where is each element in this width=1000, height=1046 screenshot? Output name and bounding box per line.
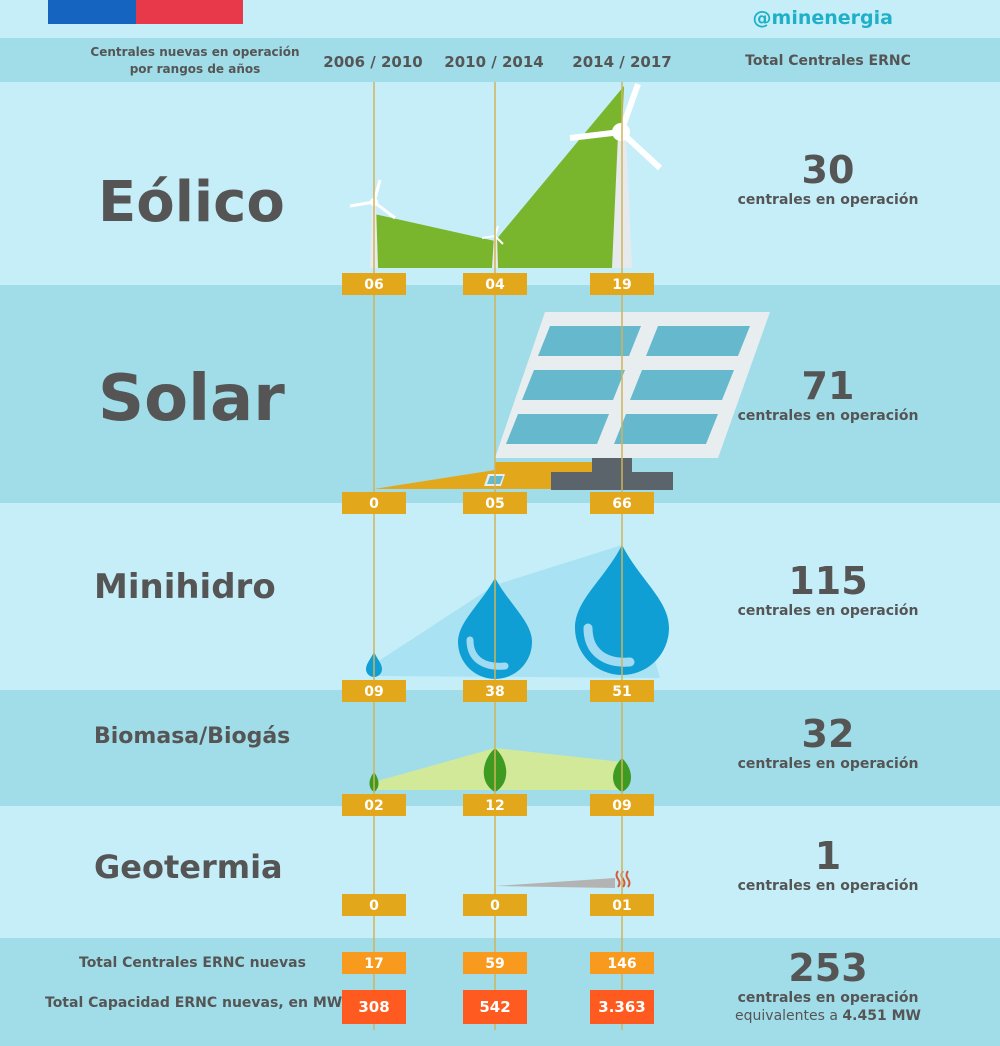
total-capacity-2-box [590, 990, 654, 1024]
water-drop-highlight [466, 636, 509, 670]
value-2-2-box [590, 680, 654, 702]
value-3-0-label: 02 [364, 798, 383, 814]
flag-red-stripe [136, 0, 243, 24]
category-label-biomasa: Biomasa/Biogás [94, 724, 291, 749]
total-value: 115 [788, 559, 868, 603]
value-4-0-label: 0 [369, 898, 379, 914]
total-value: 32 [801, 712, 855, 756]
value-4-0-box [342, 894, 406, 916]
value-2-2-label: 51 [612, 684, 631, 700]
total-capacity-label: Total Capacidad ERNC nuevas, en MW [45, 995, 343, 1011]
total-header: Total Centrales ERNC [745, 53, 911, 69]
equivalent-value: 4.451 MW [842, 1008, 921, 1024]
grand-total-caption: centrales en operación [737, 990, 919, 1006]
social-handle[interactable]: @minenergia [752, 7, 893, 29]
total-caption: centrales en operación [737, 192, 919, 208]
total-new-0-label: 17 [364, 956, 383, 972]
total-eolico: 30 centrales en operación [718, 150, 938, 210]
value-0-0-label: 06 [364, 277, 383, 293]
solar-panel-base [551, 472, 673, 490]
value-2-1-box [463, 680, 527, 702]
total-capacity-0-label: 308 [358, 998, 389, 1016]
category-label-minihidro: Minihidro [94, 567, 276, 607]
total-caption: centrales en operación [737, 408, 919, 424]
total-new-1-box [463, 952, 527, 974]
category-label-eolico: Eólico [98, 170, 285, 235]
value-1-1-label: 05 [485, 496, 504, 512]
eolico-area [374, 86, 624, 268]
value-1-0-label: 0 [369, 496, 379, 512]
total-caption: centrales en operación [737, 756, 919, 772]
total-value: 71 [801, 364, 855, 408]
total-capacity-0-box [342, 990, 406, 1024]
equivalent-prefix: equivalentes a [735, 1008, 838, 1024]
total-solar: 71 centrales en operación [718, 366, 938, 426]
total-value: 30 [801, 148, 855, 192]
category-label-solar: Solar [98, 362, 285, 436]
value-0-2-label: 19 [612, 277, 631, 293]
total-new-2-box [590, 952, 654, 974]
value-4-1-box [463, 894, 527, 916]
flag-blue-stripe [48, 0, 136, 24]
range-header: Centrales nuevas en operación por rangos… [90, 45, 300, 76]
value-2-0-box [342, 680, 406, 702]
total-capacity-1-label: 542 [479, 998, 510, 1016]
grand-total: 253 centrales en operación equivalentes … [718, 948, 938, 1024]
value-1-2-label: 66 [612, 496, 631, 512]
value-0-1-box [463, 273, 527, 295]
value-0-2-box [590, 273, 654, 295]
header-band [0, 38, 1000, 82]
value-3-0-box [342, 794, 406, 816]
value-1-0-box [342, 492, 406, 514]
period-header-2: 2010 / 2014 [444, 53, 544, 71]
value-3-1-box [463, 794, 527, 816]
geotermia-area [495, 878, 615, 888]
total-new-0-box [342, 952, 406, 974]
total-caption: centrales en operación [737, 878, 919, 894]
value-2-0-label: 09 [364, 684, 383, 700]
heat-waves-icon [615, 870, 631, 888]
value-2-1-label: 38 [485, 684, 504, 700]
solar-panel-icon [495, 312, 770, 458]
value-4-1-label: 0 [490, 898, 500, 914]
total-new-2-label: 146 [607, 956, 636, 972]
period-header-3: 2014 / 2017 [572, 53, 672, 71]
value-1-1-box [463, 492, 527, 514]
value-3-1-label: 12 [485, 798, 504, 814]
total-capacity-2-label: 3.363 [598, 998, 645, 1016]
value-0-1-label: 04 [485, 277, 505, 293]
total-caption: centrales en operación [737, 603, 919, 619]
value-0-0-box [342, 273, 406, 295]
value-4-2-box [590, 894, 654, 916]
value-1-2-box [590, 492, 654, 514]
value-3-2-label: 09 [612, 798, 631, 814]
category-label-geotermia: Geotermia [94, 848, 283, 886]
total-capacity-1-box [463, 990, 527, 1024]
value-4-2-label: 01 [612, 898, 631, 914]
total-new-label: Total Centrales ERNC nuevas [79, 955, 306, 971]
equivalent-capacity: equivalentes a 4.451 MW [718, 1008, 938, 1024]
total-new-1-label: 59 [485, 956, 504, 972]
value-3-2-box [590, 794, 654, 816]
water-drop-highlight [583, 623, 635, 667]
period-header-1: 2006 / 2010 [323, 53, 423, 71]
total-geotermia: 1 centrales en operación [718, 836, 938, 896]
total-minihidro: 115 centrales en operación [718, 561, 938, 621]
total-biomasa: 32 centrales en operación [718, 714, 938, 774]
total-value: 1 [814, 834, 842, 878]
grand-total-value: 253 [788, 946, 868, 990]
